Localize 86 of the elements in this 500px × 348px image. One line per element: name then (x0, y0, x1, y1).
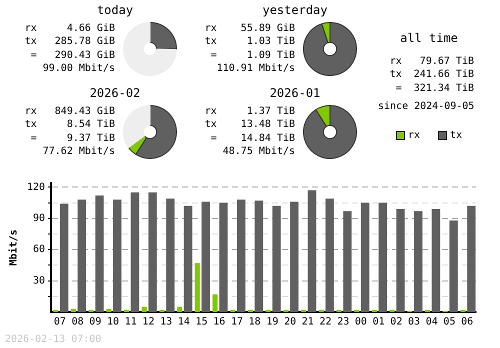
bar (254, 200, 264, 312)
text: 110.91 Mbit/s (216, 62, 295, 76)
text: tx 1.03 TiB (204, 35, 295, 49)
x-tick-label: 18 (248, 316, 261, 328)
bar (308, 190, 316, 312)
bar (219, 202, 228, 312)
bar (236, 200, 246, 312)
bar (202, 202, 210, 312)
x-tick-label: 23 (337, 316, 350, 328)
bar (449, 220, 458, 312)
bar (130, 192, 140, 312)
text: 77.62 Mbit/s (42, 145, 115, 159)
text: = 1.09 TiB (210, 48, 295, 62)
bar (166, 198, 175, 312)
x-tick-label: 19 (266, 316, 278, 328)
bar (106, 308, 112, 312)
text: tx 13.48 TiB (204, 118, 295, 132)
x-tick-label: 16 (213, 316, 226, 328)
bar (70, 308, 76, 312)
bar (113, 200, 122, 312)
text: 99.00 Mbit/s (42, 62, 115, 76)
x-tick-label: 07 (54, 316, 66, 328)
x-tick-label: 01 (372, 316, 385, 328)
x-tick-label: 10 (107, 316, 120, 328)
bar (148, 192, 157, 312)
bar (360, 202, 370, 312)
x-tick-label: 11 (124, 316, 137, 328)
text: tx 285.78 GiB (24, 35, 115, 49)
x-tick-label: 03 (408, 316, 420, 328)
text: = 290.43 GiB (30, 48, 115, 62)
text: rx 79.67 TiB (390, 55, 474, 68)
x-tick-label: 00 (354, 316, 367, 328)
legend-label: rx (408, 130, 420, 141)
bar (177, 306, 182, 312)
bar (212, 294, 218, 312)
y-axis-title: Mbit/s (8, 229, 20, 266)
text: since 2024-09-05 (378, 101, 474, 112)
x-tick-label: 15 (196, 316, 208, 328)
x-tick-label: 04 (426, 316, 438, 328)
bar (343, 211, 352, 312)
bar (290, 202, 298, 312)
text: rx 1.37 TiB (204, 105, 295, 118)
bar (194, 263, 200, 312)
x-tick-label: 22 (319, 316, 332, 328)
bar (396, 209, 405, 312)
x-tick-label: 06 (461, 316, 474, 328)
x-tick-label: 09 (89, 316, 102, 328)
bar (432, 209, 440, 312)
y-tick-label: 30 (33, 275, 46, 286)
bar (78, 200, 86, 312)
x-tick-label: 17 (230, 316, 243, 328)
chart-title: 2026-01 (268, 86, 322, 100)
bar (414, 211, 422, 312)
y-tick-label: 120 (27, 182, 46, 193)
x-tick-label: 02 (390, 316, 402, 328)
text: rx 55.89 GiB (204, 22, 295, 36)
bar (60, 204, 68, 312)
bar (95, 195, 104, 312)
chart-title: today (96, 3, 134, 17)
x-tick-label: 08 (72, 316, 84, 328)
text: = 9.37 TiB (30, 132, 115, 146)
text: = 14.84 TiB (210, 132, 295, 146)
text: tx 8.54 TiB (24, 118, 115, 132)
bar (378, 202, 388, 312)
text: rx 849.43 GiB (24, 105, 115, 118)
bar (272, 206, 281, 312)
text: tx 241.66 TiB (390, 68, 474, 82)
text: rx 4.66 GiB (24, 22, 115, 36)
x-tick-label: 14 (178, 316, 190, 328)
x-tick-label: 05 (443, 316, 456, 328)
x-tick-label: 12 (142, 316, 154, 328)
chart-title: 2026-02 (88, 86, 142, 100)
bar (326, 198, 334, 312)
legend-label: tx (450, 130, 462, 141)
bar (467, 206, 476, 312)
y-tick-label: 60 (33, 244, 46, 256)
text: = 321.34 TiB (394, 82, 474, 96)
text: all time (399, 31, 459, 45)
x-tick-label: 20 (284, 316, 296, 328)
x-tick-label: 21 (302, 316, 314, 328)
bar (184, 206, 192, 312)
text: 48.75 Mbit/s (222, 145, 295, 159)
bar (142, 306, 147, 312)
x-tick-label: 13 (160, 316, 172, 328)
y-tick-label: 90 (33, 212, 46, 224)
chart-title: yesterday (261, 3, 329, 17)
